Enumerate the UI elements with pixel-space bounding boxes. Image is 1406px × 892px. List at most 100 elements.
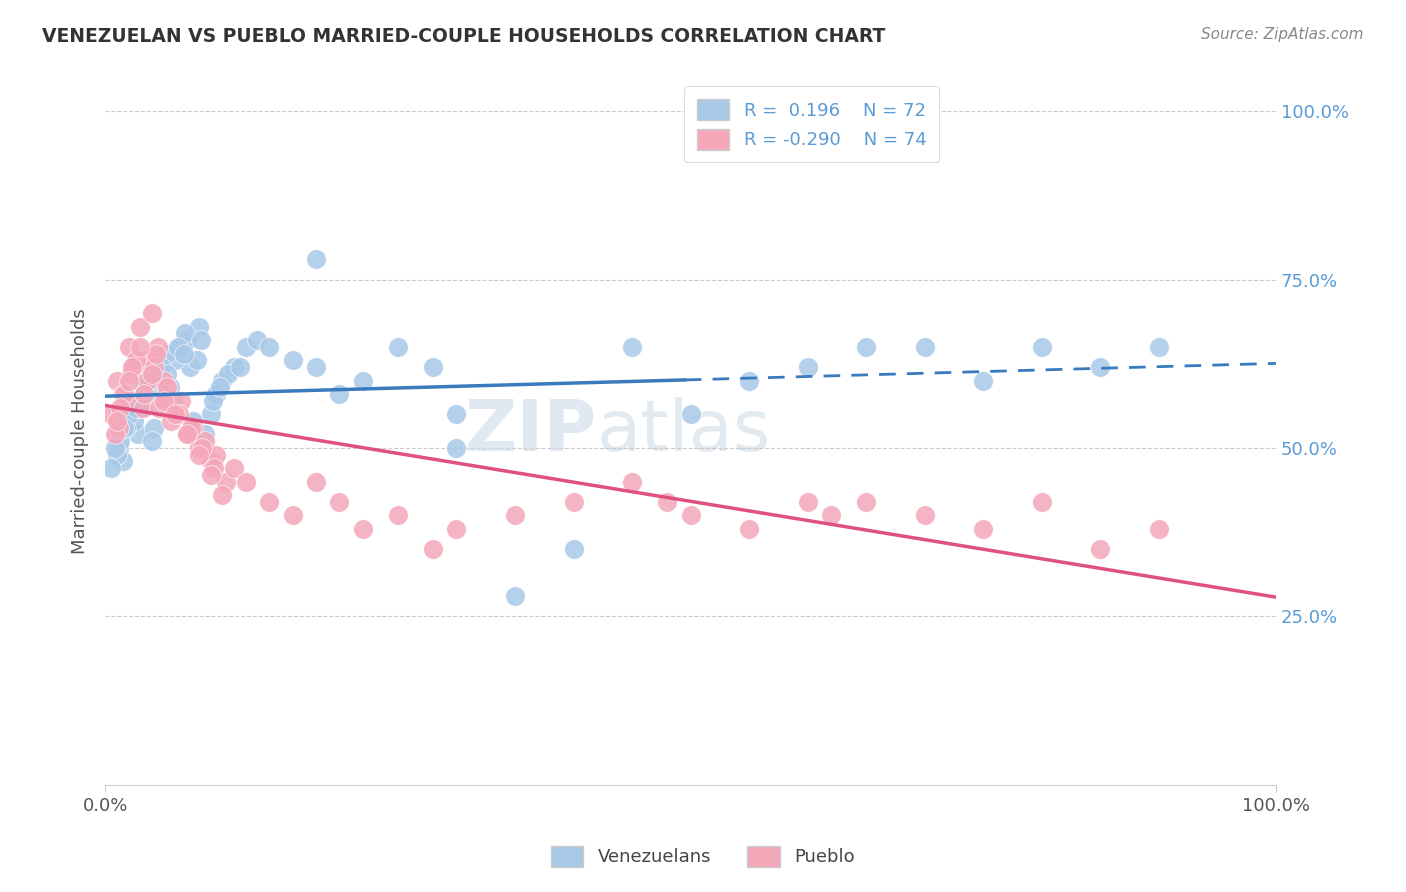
Point bbox=[1090, 541, 1112, 556]
Point bbox=[387, 340, 409, 354]
Point bbox=[201, 393, 224, 408]
Point bbox=[105, 414, 128, 428]
Point bbox=[191, 441, 214, 455]
Point bbox=[200, 454, 222, 468]
Point bbox=[146, 340, 169, 354]
Text: VENEZUELAN VS PUEBLO MARRIED-COUPLE HOUSEHOLDS CORRELATION CHART: VENEZUELAN VS PUEBLO MARRIED-COUPLE HOUS… bbox=[42, 27, 886, 45]
Point bbox=[165, 407, 187, 421]
Point bbox=[165, 353, 187, 368]
Point bbox=[914, 508, 936, 523]
Point bbox=[235, 475, 257, 489]
Point bbox=[117, 340, 139, 354]
Point bbox=[621, 475, 644, 489]
Point bbox=[187, 319, 209, 334]
Point bbox=[170, 393, 193, 408]
Text: ZIP: ZIP bbox=[464, 397, 598, 466]
Point bbox=[162, 393, 184, 408]
Point bbox=[186, 353, 208, 368]
Point bbox=[738, 374, 761, 388]
Point bbox=[208, 380, 231, 394]
Point bbox=[141, 367, 163, 381]
Point bbox=[222, 461, 245, 475]
Point bbox=[111, 387, 134, 401]
Point bbox=[205, 448, 228, 462]
Point bbox=[129, 340, 152, 354]
Point bbox=[152, 374, 174, 388]
Point bbox=[121, 360, 143, 375]
Point bbox=[446, 522, 468, 536]
Point bbox=[129, 319, 152, 334]
Point bbox=[124, 353, 146, 368]
Point bbox=[159, 414, 181, 428]
Point bbox=[118, 407, 141, 421]
Point bbox=[257, 495, 280, 509]
Point bbox=[131, 367, 153, 381]
Point bbox=[141, 434, 163, 449]
Point bbox=[146, 387, 169, 401]
Point bbox=[112, 387, 135, 401]
Point bbox=[1147, 522, 1170, 536]
Point bbox=[166, 340, 188, 354]
Point bbox=[103, 427, 125, 442]
Point bbox=[281, 508, 304, 523]
Point bbox=[422, 360, 444, 375]
Point bbox=[165, 407, 187, 421]
Point bbox=[108, 441, 131, 455]
Point bbox=[170, 340, 193, 354]
Point bbox=[120, 367, 142, 381]
Point bbox=[1090, 360, 1112, 375]
Point bbox=[156, 367, 179, 381]
Text: Source: ZipAtlas.com: Source: ZipAtlas.com bbox=[1201, 27, 1364, 42]
Point bbox=[328, 495, 350, 509]
Point bbox=[820, 508, 842, 523]
Legend: Venezuelans, Pueblo: Venezuelans, Pueblo bbox=[544, 838, 862, 874]
Point bbox=[972, 374, 994, 388]
Point bbox=[105, 448, 128, 462]
Point bbox=[217, 367, 239, 381]
Point bbox=[181, 421, 204, 435]
Point bbox=[194, 427, 217, 442]
Point bbox=[257, 340, 280, 354]
Point bbox=[211, 374, 233, 388]
Point bbox=[305, 475, 328, 489]
Point bbox=[121, 393, 143, 408]
Point bbox=[181, 414, 204, 428]
Point bbox=[246, 333, 269, 347]
Point bbox=[115, 421, 138, 435]
Legend: R =  0.196    N = 72, R = -0.290    N = 74: R = 0.196 N = 72, R = -0.290 N = 74 bbox=[685, 87, 939, 162]
Point bbox=[124, 360, 146, 375]
Point bbox=[138, 374, 160, 388]
Point bbox=[117, 374, 139, 388]
Point bbox=[173, 326, 195, 341]
Point bbox=[796, 360, 818, 375]
Point bbox=[202, 461, 225, 475]
Point bbox=[115, 393, 138, 408]
Point bbox=[503, 589, 526, 603]
Point bbox=[156, 380, 179, 394]
Point bbox=[167, 407, 190, 421]
Point bbox=[136, 374, 159, 388]
Point bbox=[176, 427, 198, 442]
Point bbox=[105, 374, 128, 388]
Point bbox=[152, 393, 174, 408]
Point bbox=[143, 421, 166, 435]
Point bbox=[387, 508, 409, 523]
Point bbox=[1031, 340, 1053, 354]
Point bbox=[1147, 340, 1170, 354]
Point bbox=[145, 346, 167, 360]
Point bbox=[155, 387, 177, 401]
Point bbox=[305, 252, 328, 267]
Point bbox=[131, 401, 153, 415]
Point bbox=[562, 541, 585, 556]
Point bbox=[200, 467, 222, 482]
Point bbox=[143, 360, 166, 375]
Point bbox=[205, 387, 228, 401]
Point bbox=[972, 522, 994, 536]
Point bbox=[328, 387, 350, 401]
Point bbox=[117, 407, 139, 421]
Point bbox=[422, 541, 444, 556]
Point bbox=[176, 427, 198, 442]
Point bbox=[100, 407, 122, 421]
Point bbox=[446, 441, 468, 455]
Point bbox=[112, 421, 135, 435]
